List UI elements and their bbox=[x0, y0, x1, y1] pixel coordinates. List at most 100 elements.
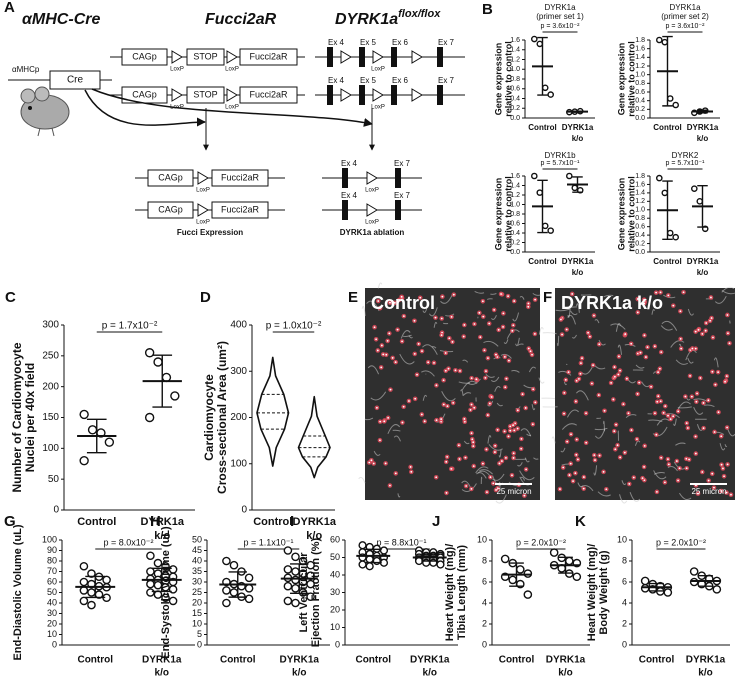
nucleus-core bbox=[391, 357, 394, 359]
cell-border bbox=[532, 292, 541, 296]
cell-border bbox=[500, 353, 512, 359]
title-main: DYRK1a bbox=[335, 11, 398, 28]
nucleus-core bbox=[559, 318, 562, 321]
exon bbox=[437, 85, 443, 105]
nucleus-core bbox=[713, 431, 716, 433]
cell-border bbox=[656, 418, 670, 426]
nucleus-core bbox=[690, 395, 693, 398]
y-axis-label: relative to control bbox=[626, 176, 636, 252]
loxp-site bbox=[171, 88, 183, 102]
cell-border bbox=[461, 483, 477, 492]
sd-bar bbox=[698, 575, 713, 587]
y-axis-label: Gene expression bbox=[493, 43, 503, 116]
nucleus-core bbox=[401, 421, 404, 424]
exon bbox=[437, 47, 443, 67]
nucleus-core bbox=[469, 409, 472, 411]
y-tick-label: 1.0 bbox=[635, 72, 645, 79]
data-point bbox=[222, 586, 231, 595]
nucleus-core bbox=[725, 491, 728, 494]
nucleus-core bbox=[413, 352, 416, 355]
nucleus-core bbox=[697, 492, 699, 495]
nucleus-core bbox=[523, 494, 526, 497]
nucleus-core bbox=[710, 296, 712, 299]
data-point bbox=[153, 357, 163, 367]
gene-box bbox=[186, 86, 225, 104]
cell-border bbox=[467, 378, 481, 385]
nucleus-core bbox=[396, 328, 399, 331]
nucleus-core bbox=[513, 429, 516, 432]
nucleus-core bbox=[368, 461, 371, 464]
cre-label: Cre bbox=[67, 75, 84, 86]
data-point bbox=[283, 546, 293, 555]
gene-box bbox=[147, 201, 194, 219]
nucleus-core bbox=[662, 411, 665, 414]
cell-border bbox=[653, 470, 667, 480]
nucleus-core bbox=[685, 467, 688, 470]
data-point bbox=[291, 598, 300, 608]
data-point bbox=[87, 600, 96, 610]
panel-letter: E bbox=[348, 289, 358, 306]
y-tick-label: 1.6 bbox=[510, 37, 520, 44]
cell-border bbox=[727, 429, 736, 437]
cell-border bbox=[364, 417, 374, 421]
x-tick-label: k/o bbox=[306, 530, 322, 542]
x-tick-label: k/o bbox=[697, 134, 709, 143]
data-point bbox=[291, 552, 300, 562]
micrograph bbox=[365, 288, 540, 500]
nucleus-core bbox=[442, 403, 445, 406]
data-point bbox=[146, 551, 155, 561]
nucleus-core bbox=[409, 466, 412, 468]
nucleus-core bbox=[377, 300, 380, 302]
loxp-label: LoxP bbox=[170, 67, 184, 73]
nucleus-core bbox=[587, 331, 589, 334]
x-tick-label: k/o bbox=[572, 134, 584, 143]
p-value: p = 2.0x10⁻² bbox=[516, 537, 566, 547]
data-point bbox=[531, 172, 538, 180]
cell-border bbox=[625, 414, 637, 418]
nucleus-core bbox=[679, 310, 682, 313]
y-tick-label: 250 bbox=[42, 350, 59, 361]
construct-title: Fucci2aR bbox=[205, 11, 277, 28]
arrow bbox=[91, 88, 373, 127]
y-tick-label: 200 bbox=[230, 412, 247, 423]
cell-border bbox=[488, 444, 503, 451]
nucleus-core bbox=[657, 371, 659, 374]
cell-border bbox=[392, 429, 401, 432]
cell-border bbox=[490, 314, 497, 320]
cell-border bbox=[520, 476, 526, 481]
y-tick-label: 0 bbox=[241, 505, 247, 516]
nucleus-core bbox=[728, 342, 731, 345]
data-point bbox=[229, 588, 239, 597]
x-tick-label: Control bbox=[528, 257, 556, 266]
nucleus-core bbox=[488, 402, 491, 405]
data-point bbox=[549, 548, 559, 557]
nucleus-core bbox=[727, 332, 729, 335]
panel-letter: J bbox=[432, 513, 440, 530]
cell-border bbox=[458, 381, 471, 384]
nucleus-core bbox=[433, 361, 435, 364]
panel-letter: D bbox=[200, 289, 211, 306]
y-tick-label: 0.6 bbox=[510, 220, 520, 227]
data-point bbox=[523, 590, 533, 599]
y-axis-label: Cross-sectional Area (um²) bbox=[215, 341, 229, 494]
y-tick-label: 1.0 bbox=[510, 66, 520, 73]
nucleus-core bbox=[646, 346, 649, 349]
nucleus-core bbox=[495, 489, 497, 491]
y-tick-label: 100 bbox=[42, 443, 59, 454]
nucleus-core bbox=[389, 388, 392, 391]
mouse-icon bbox=[20, 86, 70, 137]
cell-border bbox=[531, 404, 536, 411]
y-tick-label: 1.2 bbox=[510, 192, 520, 199]
data-point bbox=[87, 569, 96, 578]
y-axis-label: relative to control bbox=[503, 176, 513, 252]
nucleus-core bbox=[720, 435, 723, 438]
nucleus-core bbox=[494, 451, 496, 453]
exon bbox=[391, 85, 397, 105]
loxp-label: LoxP bbox=[196, 188, 210, 194]
nucleus-core bbox=[702, 427, 705, 430]
exon-label: Ex 7 bbox=[394, 159, 411, 168]
cell-border bbox=[660, 325, 673, 331]
x-tick-label: k/o bbox=[292, 668, 306, 679]
nucleus-core bbox=[658, 367, 661, 370]
cell-border bbox=[528, 366, 537, 373]
